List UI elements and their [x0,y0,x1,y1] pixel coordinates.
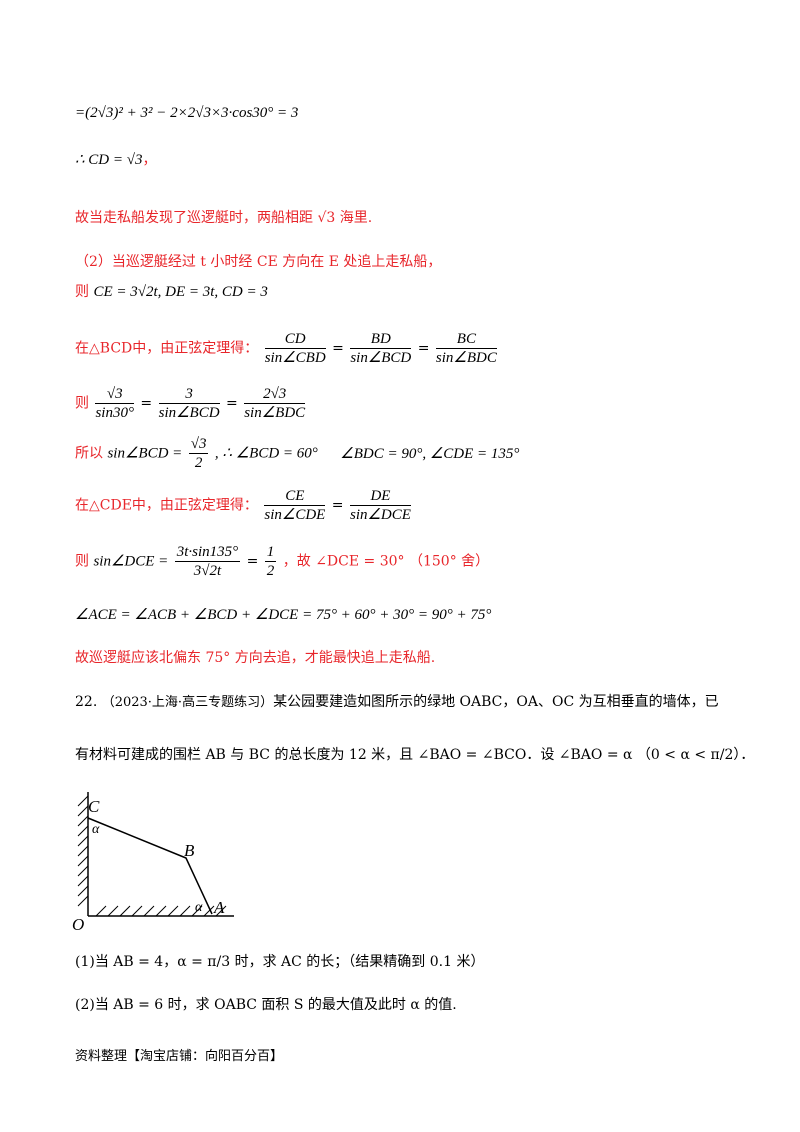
footer-note: 资料整理【淘宝店铺：向阳百分百】 [75,1049,284,1064]
angle-bcd-result: , ∴ ∠BCD = 60° [214,445,318,462]
sine-law-cde: 在△CDE中，由正弦定理得： CE sin∠CDE = DE sin∠DCE [75,488,411,523]
problem-source: （2023·上海·高三专题练习） [101,695,274,710]
equation-line-5: 则 CE = 3√2t, DE = 3t, CD = 3 [75,282,268,302]
fraction: DE sin∠DCE [349,488,411,523]
fraction: BC sin∠BDC [435,331,497,366]
angle-dce-result: ，故 ∠DCE = 30° （150° 舍） [282,553,490,570]
angle-ace-line: ∠ACE = ∠ACB + ∠BCD + ∠DCE = 75° + 60° + … [75,607,492,623]
label-b: B [184,841,195,860]
angle-bcd-line: 所以 sin∠BCD = √3 2 , ∴ ∠BCD = 60° ∠BDC = 9… [75,435,519,472]
conclusion-line-2: 故巡逻艇应该北偏东 75° 方向去追，才能最快追上走私船. [75,650,436,666]
comma: ， [142,152,157,168]
fraction: 3 sin∠BCD [158,386,220,421]
problem-number: 22. [75,694,98,710]
equation-line-1: =(2√3)² + 3² − 2×2√3×3·cos30° = 3 [75,105,299,121]
fraction: √3 sin30° [95,386,134,421]
problem-22-header: 22. （2023·上海·高三专题练习）某公园要建造如图所示的绿地 OABC，O… [75,692,719,713]
then-label: 则 [75,553,89,570]
figure-oabc: C α B α A O [72,792,234,932]
fraction: CD sin∠CBD [264,331,326,366]
question-2: (2)当 AB = 6 时，求 OABC 面积 S 的最大值及此时 α 的值. [75,997,457,1013]
label-c: C [88,797,100,816]
fraction: 3t·sin135° 3√2t [174,544,241,579]
sine-law-cde-label: 在△CDE中，由正弦定理得： [75,497,258,514]
equation-line-2: ∴ CD = √3， [75,150,157,170]
label-alpha-bottom: α [195,900,203,915]
fraction: BD sin∠BCD [350,331,412,366]
fraction: 2√3 sin∠BDC [244,386,306,421]
conclusion-line-1: 故当走私船发现了巡逻艇时，两船相距 √3 海里. [75,210,373,226]
sine-law-values: 则 √3 sin30° = 3 sin∠BCD = 2√3 sin∠BDC [75,386,306,421]
label-alpha-top: α [92,822,100,837]
label-o: O [72,915,84,932]
question-1: (1)当 AB = 4，α = π/3 时，求 AC 的长；（结果精确到 0.1… [75,954,485,970]
sine-law-bcd-label: 在△BCD中，由正弦定理得： [75,340,259,357]
fraction: √3 2 [188,436,209,471]
then-label: 则 [75,284,89,300]
label-a: A [213,898,225,917]
part2-intro: （2）当巡逻艇经过 t 小时经 CE 方向在 E 处追上走私船， [75,254,442,270]
cd-result: ∴ CD = √3 [75,152,143,168]
so-label: 所以 [75,445,103,462]
angle-bdc-cde: ∠BDC = 90°, ∠CDE = 135° [340,445,520,462]
sine-law-bcd: 在△BCD中，由正弦定理得： CD sin∠CBD = BD sin∠BCD = B… [75,331,497,366]
sin-dce: sin∠DCE = [93,553,169,570]
problem-text-2: 有材料可建成的围栏 AB 与 BC 的总长度为 12 米，且 ∠BAO = ∠B… [75,747,755,763]
fraction: CE sin∠CDE [264,488,326,523]
fence-polyline [87,817,213,915]
sin-bcd: sin∠BCD = [107,445,183,462]
then-label: 则 [75,395,89,412]
ce-de-cd: CE = 3√2t, DE = 3t, CD = 3 [93,284,268,300]
problem-text-1: 某公园要建造如图所示的绿地 OABC，OA、OC 为互相垂直的墙体，已 [273,694,719,710]
